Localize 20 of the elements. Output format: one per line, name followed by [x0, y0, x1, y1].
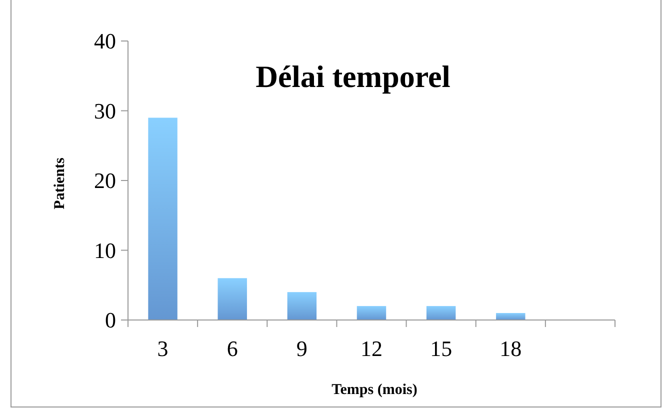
- bar: [356, 306, 386, 320]
- x-tick-label: 12: [360, 336, 382, 361]
- y-axis-title: Patients: [52, 158, 68, 210]
- bar: [496, 313, 526, 320]
- x-tick-label: 15: [430, 336, 452, 361]
- x-axis-title: Temps (mois): [332, 382, 418, 398]
- bar: [287, 292, 317, 320]
- text: Délai temporel: [256, 59, 451, 94]
- y-tick-label: 40: [94, 28, 116, 54]
- x-tick-label: 9: [296, 336, 308, 361]
- x-tick-label: 6: [226, 336, 238, 361]
- bar: [426, 306, 456, 320]
- y-tick-label: 20: [94, 168, 116, 194]
- y-tick-label: 10: [94, 238, 116, 263]
- y-tick-label: 30: [94, 98, 116, 124]
- x-tick-label: 18: [500, 336, 522, 361]
- bar: [218, 278, 247, 320]
- y-tick-label: 0: [105, 308, 116, 333]
- x-tick-label: 3: [157, 336, 168, 361]
- bar: [148, 118, 178, 320]
